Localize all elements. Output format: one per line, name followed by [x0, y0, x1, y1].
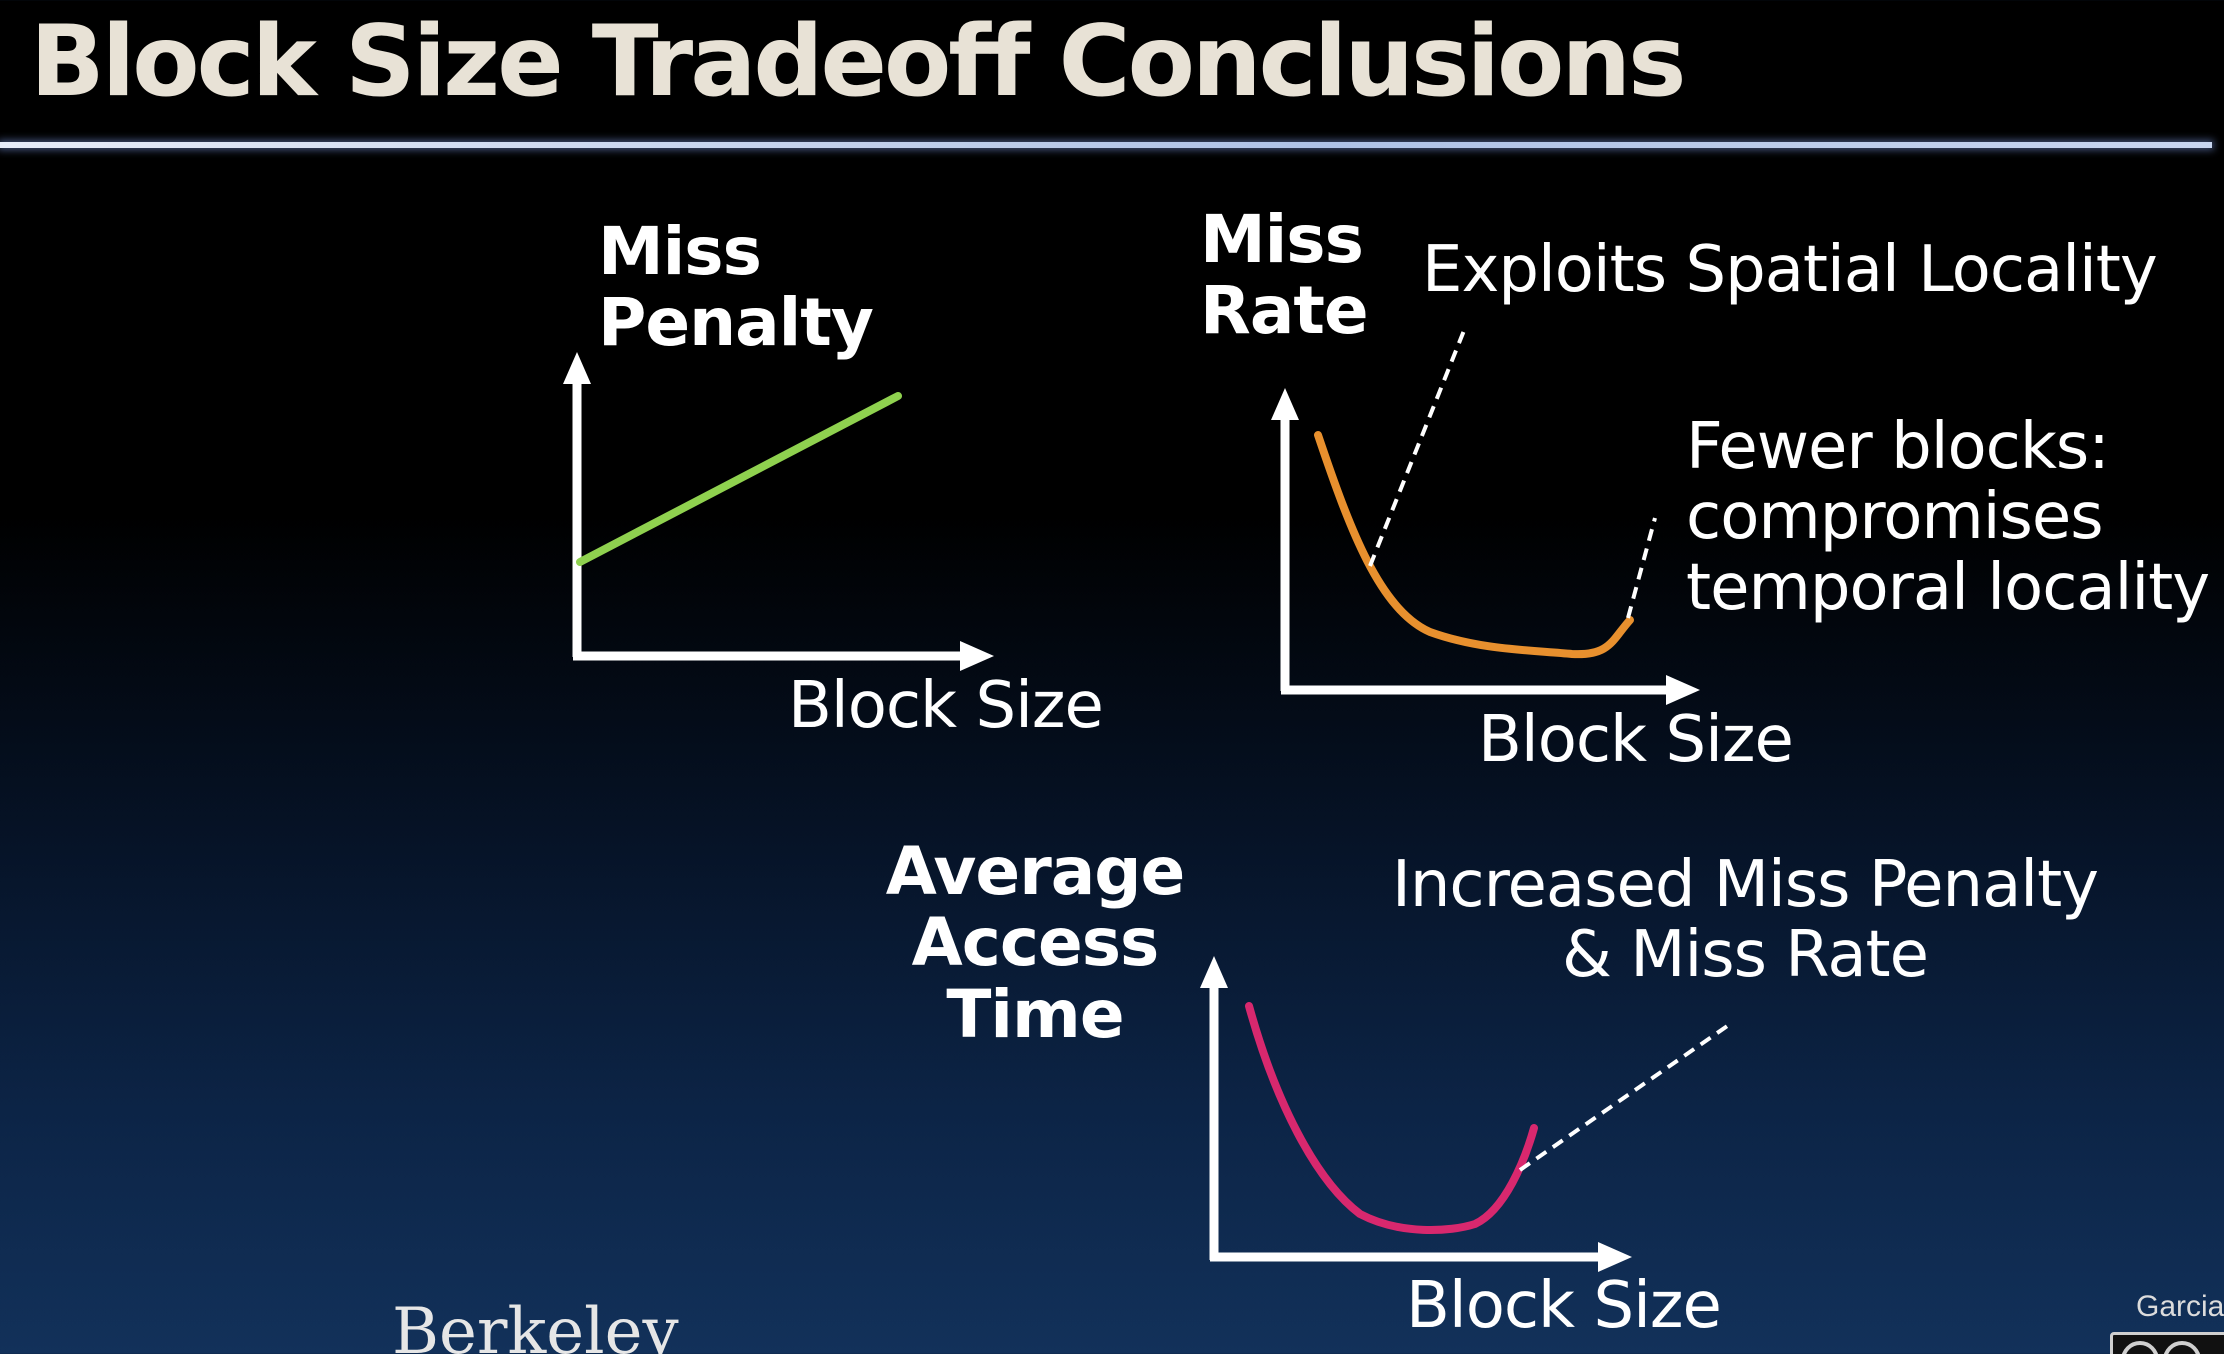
berkeley-logo: Berkeley	[392, 1295, 679, 1354]
miss-penalty-title-line-2: Penalty	[598, 284, 874, 362]
miss-penalty-y-arrowhead	[563, 352, 591, 384]
average-access-time-diagram	[1200, 956, 1735, 1272]
aat-title-line-1: Average	[885, 833, 1186, 910]
temporal-locality-annotation: Fewer blocks: compromises temporal local…	[1686, 410, 2210, 625]
miss-rate-diagram	[1271, 327, 1700, 705]
spatial-locality-annotation: Exploits Spatial Locality	[1422, 233, 2158, 307]
miss-penalty-rate-line-1: Increased Miss Penalty	[1391, 848, 2099, 922]
temporal-locality-leader-line	[1626, 517, 1657, 619]
spatial-locality-text: Exploits Spatial Locality	[1422, 233, 2158, 307]
miss-rate-axis-title: Miss Rate	[1200, 201, 1369, 350]
aat-x-label: Block Size	[1406, 1269, 1722, 1343]
miss-rate-y-arrowhead	[1271, 388, 1299, 420]
title-divider	[0, 142, 2212, 148]
miss-rate-curve	[1314, 431, 1634, 659]
miss-rate-title-line-2: Rate	[1200, 272, 1369, 350]
miss-penalty-x-label: Block Size	[788, 669, 1104, 743]
aat-axis-title: Average Access Time	[880, 836, 1190, 1050]
miss-rate-x-label: Block Size	[1478, 703, 1794, 777]
miss-penalty-rate-annotation: Increased Miss Penalty & Miss Rate	[1360, 850, 2130, 991]
slide-title: Block Size Tradeoff Conclusions	[30, 5, 1686, 119]
aat-curve	[1245, 1002, 1538, 1235]
aat-y-arrowhead	[1200, 956, 1228, 988]
temporal-locality-line-3: temporal locality	[1686, 550, 2210, 625]
aat-title-line-3: Time	[946, 975, 1124, 1053]
miss-penalty-diagram	[563, 352, 994, 671]
miss-penalty-axis-title: Miss Penalty	[598, 213, 874, 362]
aat-x-arrowhead	[1598, 1242, 1632, 1272]
temporal-locality-line-2: compromises	[1686, 480, 2104, 555]
miss-rate-title-line-1: Miss	[1200, 201, 1364, 278]
miss-penalty-title-line-1: Miss	[598, 213, 762, 290]
temporal-locality-line-1: Fewer blocks:	[1686, 410, 2110, 484]
miss-penalty-x-arrowhead	[960, 641, 994, 671]
creative-commons-icon	[2110, 1332, 2224, 1354]
miss-penalty-rate-leader-line	[1518, 1020, 1735, 1172]
author-name: Garcia	[2136, 1290, 2224, 1323]
miss-penalty-rate-line-2: & Miss Rate	[1561, 918, 1929, 993]
aat-title-line-2: Access	[911, 904, 1160, 982]
miss-rate-x-arrowhead	[1666, 675, 1700, 705]
miss-penalty-curve	[576, 392, 902, 566]
spatial-locality-leader-line	[1368, 327, 1467, 567]
